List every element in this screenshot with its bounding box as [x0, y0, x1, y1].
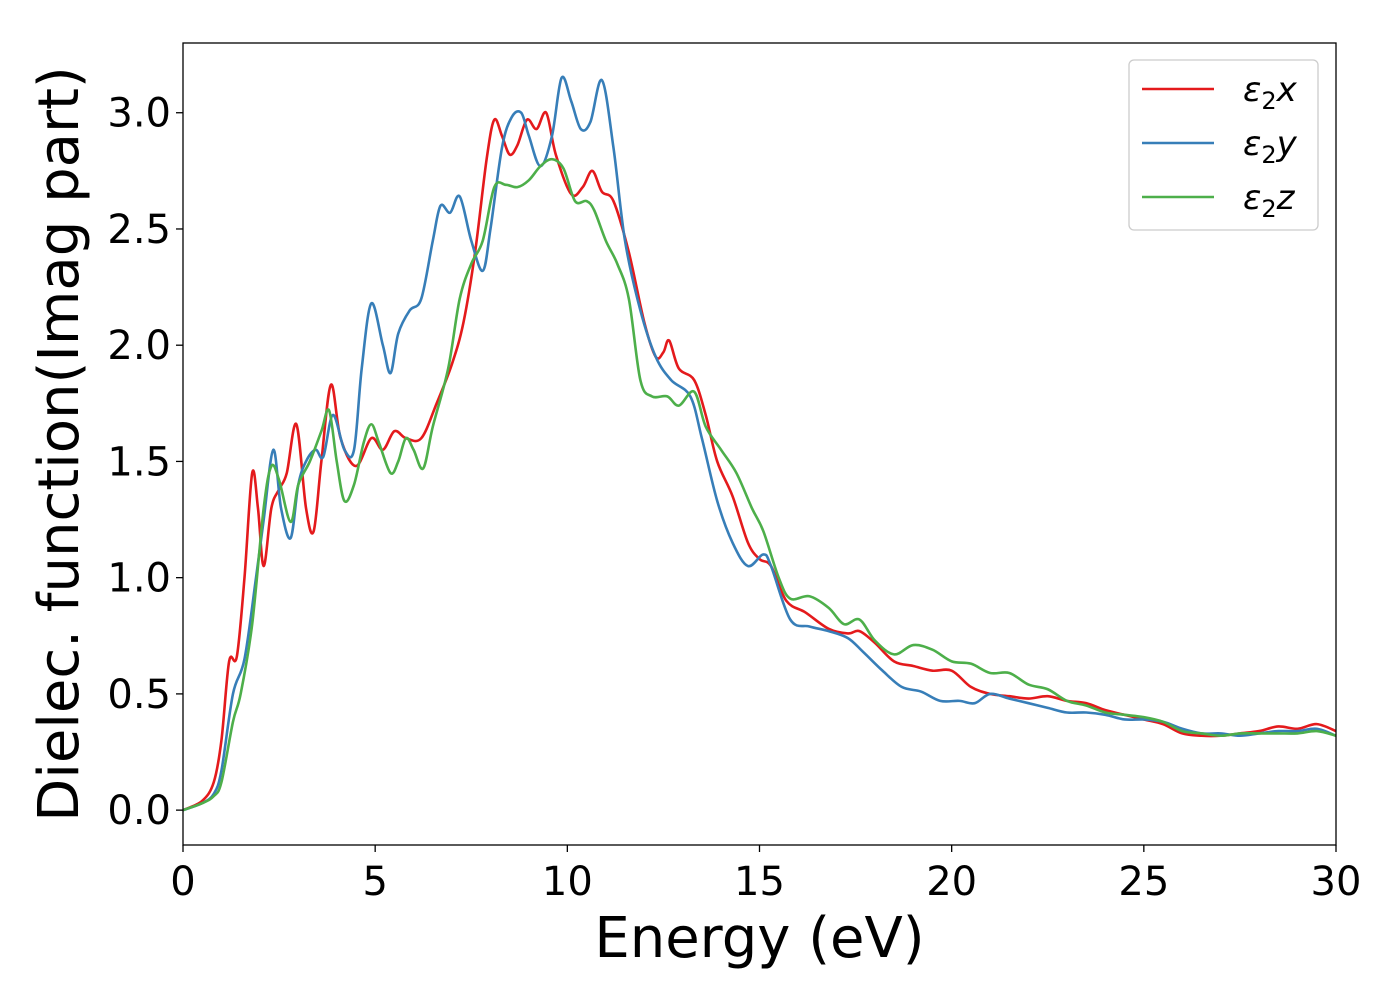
y-tick-label: 2.0: [107, 323, 171, 369]
legend: ε2x ε2y ε2z: [1128, 59, 1319, 231]
y-tick-label: 0.0: [107, 788, 171, 834]
x-tick-label: 20: [926, 859, 977, 905]
x-tick-label: 5: [362, 859, 387, 905]
series-line-x: [183, 110, 1336, 812]
y-tick-label: 0.5: [107, 672, 171, 718]
series-layer: [183, 75, 1336, 812]
ticks-layer: 0 5 10 15 20 25 30 0.0 0.5 1.0 1.5 2.0 2.5 3.0: [107, 91, 1361, 905]
legend-label-z: ε2z: [1243, 178, 1296, 223]
y-tick-label: 2.5: [107, 207, 171, 253]
x-tick-label: 30: [1311, 859, 1362, 905]
x-tick-label: 0: [170, 859, 195, 905]
x-tick-label: 25: [1118, 859, 1169, 905]
y-axis-title: Dielec. function(Imag part): [27, 66, 92, 822]
x-tick-label: 15: [734, 859, 785, 905]
legend-box: [1128, 59, 1319, 231]
y-tick-label: 3.0: [107, 91, 171, 137]
y-tick-label: 1.5: [107, 439, 171, 485]
series-line-y: [183, 75, 1336, 812]
legend-label-y: ε2y: [1243, 124, 1298, 169]
x-axis-title: Energy (eV): [594, 906, 924, 971]
series-line-z: [183, 157, 1336, 812]
x-tick-label: 10: [542, 859, 593, 905]
legend-label-x: ε2x: [1243, 70, 1298, 115]
y-tick-label: 1.0: [107, 556, 171, 602]
